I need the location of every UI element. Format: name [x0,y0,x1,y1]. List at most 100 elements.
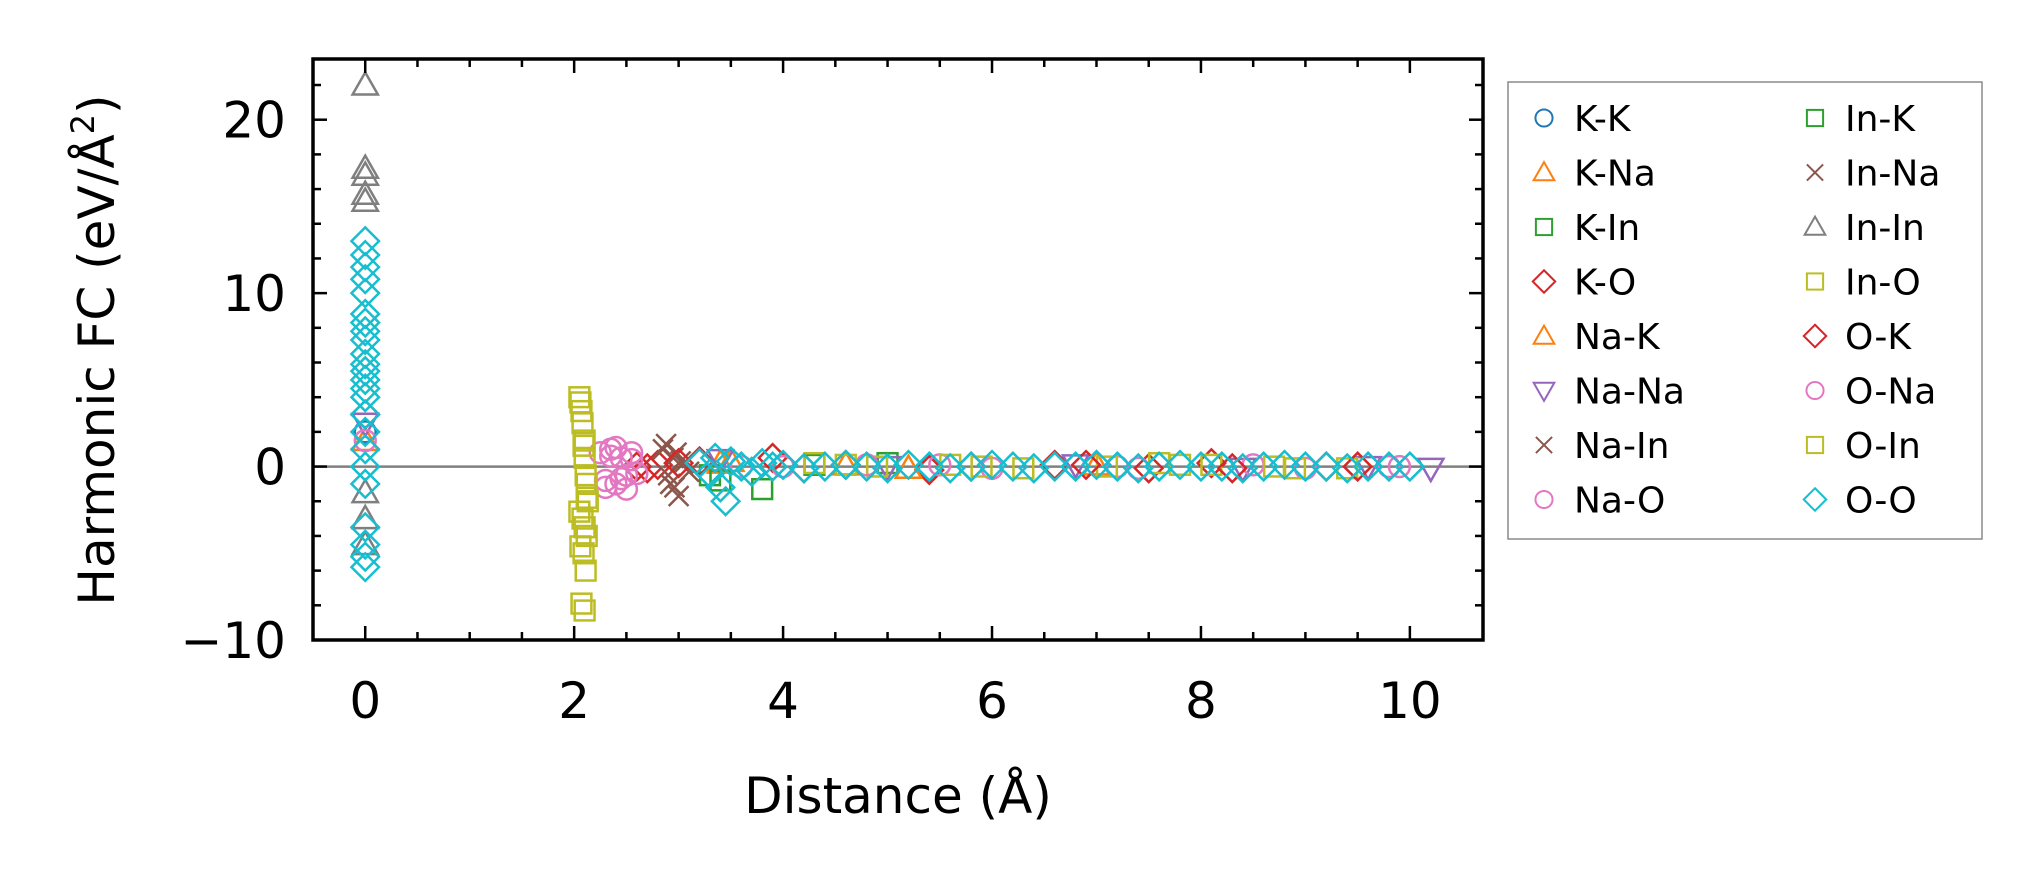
legend-item-in-in: In-In [1802,208,1925,249]
legend-marker-na-k [1531,323,1557,345]
legend-marker-o-na [1805,380,1825,401]
data-point-o-o [349,239,381,271]
data-point-o-k [1070,449,1102,481]
data-point-o-in [575,486,598,509]
data-point-na-na [1415,457,1446,484]
legend-box [1507,81,1983,540]
legend-item-na-o: Na-O [1534,481,1665,522]
legend-marker-na-na [1531,381,1557,403]
legend-item-in-k: In-K [1805,99,1916,140]
data-point-in-o [572,542,595,565]
data-point-in-o [1012,457,1035,480]
axis-ticks-layer [313,59,1483,642]
legend-item-o-na: O-Na [1805,372,1936,413]
data-point-o-k [663,447,695,479]
data-point-o-o [704,471,736,503]
legend-marker-k-in [1534,217,1554,237]
data-point-o-o [1080,449,1112,481]
legend-item-in-na: In-Na [1806,154,1940,195]
data-point-o-o [997,451,1029,483]
data-point-in-o [574,559,597,582]
data-point-o-o [1289,451,1321,483]
y-axis-title-close: ) [68,94,126,114]
data-point-o-o [1269,449,1301,481]
data-point-o-o [349,348,381,380]
data-point-o-o [976,449,1008,481]
data-point-o-o [349,433,381,465]
data-point-o-o [710,485,742,517]
data-point-o-o [349,364,381,396]
data-point-in-o [865,455,889,478]
legend-marker-in-in [1802,214,1828,236]
data-point-o-o [349,399,381,431]
legend-marker-k-o [1531,268,1557,295]
x-tick-label: 6 [976,672,1008,730]
data-point-o-o [349,468,381,500]
legend-label: K-In [1574,208,1640,249]
data-point-o-o [349,277,381,309]
data-point-o-o [349,307,381,339]
data-point-o-na [619,447,644,472]
legend-item-k-in: K-In [1534,208,1640,249]
data-point-o-o [746,447,778,479]
x-tick-label: 8 [1185,672,1217,730]
data-point-o-o [349,511,381,543]
series-o-o [349,225,1426,583]
data-point-o-o [349,315,381,347]
data-point-o-o [851,451,883,483]
legend-item-o-o: O-O [1802,481,1917,522]
legend-marker-na-in [1535,436,1553,454]
legend-label: O-K [1845,317,1912,358]
data-point-in-in [350,186,381,212]
y-tick-label: 10 [222,265,286,323]
data-point-na-na [1227,457,1258,484]
data-point-na-o [1377,454,1401,479]
data-point-o-o [1101,451,1133,483]
data-point-o-na [1387,454,1412,479]
legend-item-k-o: K-O [1531,263,1636,304]
data-point-in-in [350,160,381,186]
y-tick-label: −10 [180,612,286,670]
x-tick-label: 2 [558,672,590,730]
plot-frame [311,57,1485,642]
legend-marker-k-na [1531,160,1557,182]
data-points-layer [349,69,1446,622]
data-point-o-o [349,541,381,573]
x-axis-title: Distance (Å) [744,767,1052,825]
legend-label: O-In [1845,426,1921,467]
legend-label: In-K [1845,99,1916,140]
data-point-na-o [353,428,377,453]
data-point-o-o [349,551,381,583]
tick-labels-layer: 0 2 4 6 8 10 −10 0 10 20 [180,92,1441,730]
legend-label: Na-Na [1574,372,1685,413]
data-point-o-o [715,445,747,477]
data-point-o-k [1342,451,1374,483]
x-tick-label: 10 [1378,672,1442,730]
data-point-o-o [830,449,862,481]
data-point-in-o [570,592,593,615]
data-point-o-k [1216,452,1248,484]
data-point-in-in [350,153,381,180]
x-tick-label: 0 [349,672,381,730]
data-point-in-o [568,500,591,523]
data-point-o-o [892,449,924,481]
data-point-in-na [655,433,677,455]
data-point-k-in [751,477,774,501]
legend-marker-na-o [1534,489,1554,510]
legend-marker-o-in [1805,435,1825,455]
legend-marker-in-k [1805,108,1825,128]
y-axis-title-superscript: 2 [64,114,102,134]
legend-label: Na-K [1574,317,1661,358]
data-point-k-k [353,420,377,444]
legend-label: In-O [1845,263,1921,304]
legend-item-k-k: K-K [1534,99,1632,140]
legend-marker-o-k [1802,323,1828,349]
data-point-in-in [350,69,381,96]
data-point-o-o [757,451,789,483]
data-point-in-o [573,446,596,470]
legend-item-o-k: O-K [1802,317,1912,358]
data-point-o-in [970,455,993,478]
data-point-in-o [570,399,593,423]
legend: K-K K-Na K-In K-O Na-K Na-Na Na-In Na-O In-K In-N… [1531,99,1940,522]
